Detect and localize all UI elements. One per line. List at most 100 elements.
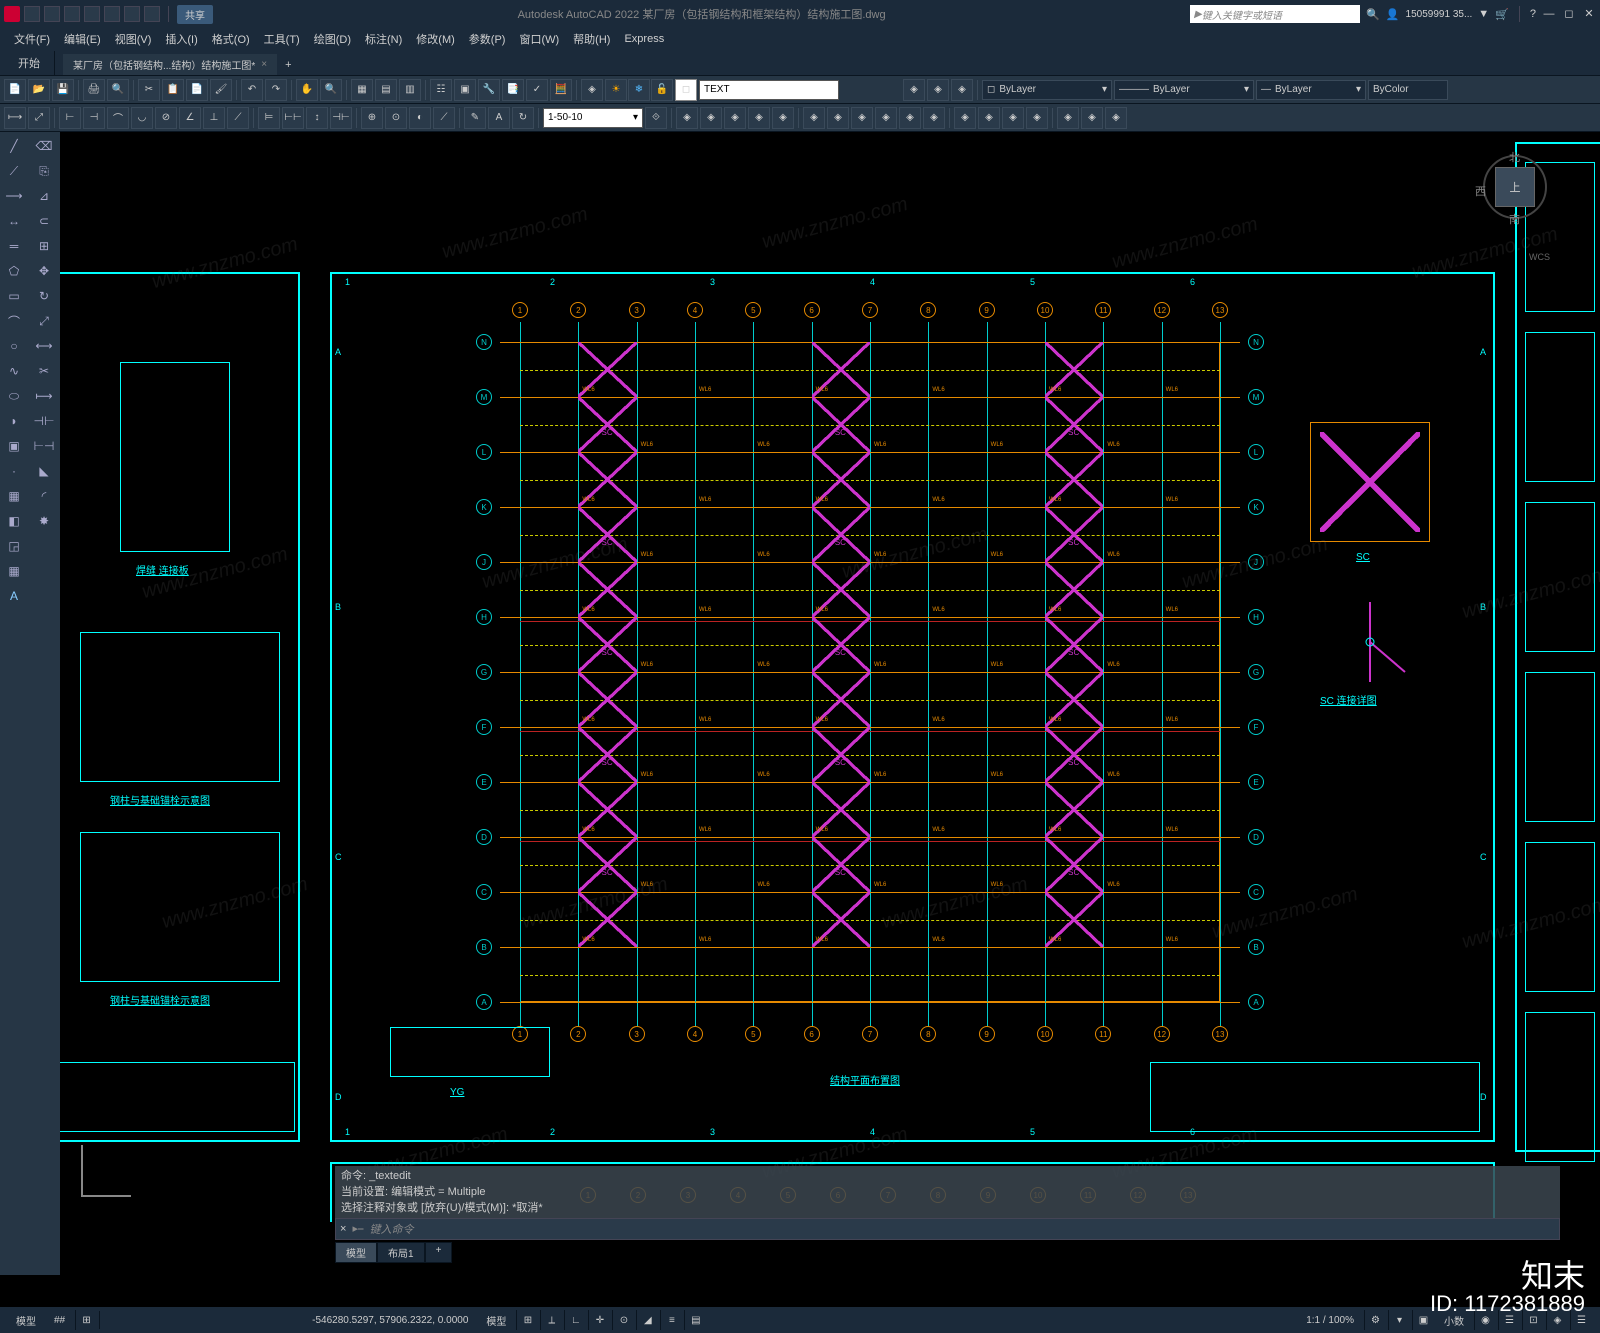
copy-icon[interactable]: ⎘ [32,159,56,183]
ex-12-icon[interactable]: ◈ [954,107,976,129]
stretch-icon[interactable]: ⟷ [32,334,56,358]
dim-i1-icon[interactable]: ⊢ [59,107,81,129]
tb-new-icon[interactable]: 📄 [4,79,26,101]
tb-redo-icon[interactable]: ↷ [265,79,287,101]
sb-snap-icon[interactable]: ⊞ [75,1310,97,1330]
linetype-dropdown[interactable]: ——— ByLayer▾ [1114,80,1254,100]
sb-gear-icon[interactable]: ⚙ [1364,1310,1386,1330]
tb-undo-icon[interactable]: ↶ [241,79,263,101]
tb-layer-icon[interactable]: ◈ [581,79,603,101]
table-icon[interactable]: ▦ [2,559,26,583]
dim-rad-icon[interactable]: ◡ [131,107,153,129]
layout-add[interactable]: + [425,1242,453,1263]
tb-lay3-icon[interactable]: ◈ [951,79,973,101]
point-icon[interactable]: · [2,459,26,483]
menu-modify[interactable]: 修改(M) [410,29,461,49]
dim-insp-icon[interactable]: ◐ [409,107,431,129]
ex-11-icon[interactable]: ◈ [923,107,945,129]
minimize-button[interactable]: — [1542,7,1556,21]
search-icon[interactable]: 🔍 [1366,8,1380,21]
dim-i2-icon[interactable]: ⊣ [83,107,105,129]
dim-s1-icon[interactable]: ⟐ [645,107,667,129]
tb-pan-icon[interactable]: ✋ [296,79,318,101]
tb-lock-icon[interactable]: 🔓 [651,79,673,101]
qat-save-icon[interactable] [64,6,80,22]
sb-i5-icon[interactable]: ⊙ [612,1310,634,1330]
qat-undo-icon[interactable] [124,6,140,22]
circle-icon[interactable]: ○ [2,334,26,358]
menu-view[interactable]: 视图(V) [109,29,158,49]
close-button[interactable]: ✕ [1582,7,1596,21]
polygon-icon[interactable]: ⬠ [2,259,26,283]
pline-icon[interactable]: ⟋ [2,159,26,183]
dim-spc-icon[interactable]: ↕ [306,107,328,129]
sb-i6-icon[interactable]: ◢ [636,1310,658,1330]
tb-zoom-icon[interactable]: 🔍 [320,79,342,101]
ex-4-icon[interactable]: ◈ [748,107,770,129]
file-tab[interactable]: 某厂房（包括钢结构...结构）结构施工图* × [63,54,277,75]
mirror-icon[interactable]: ⊿ [32,184,56,208]
sb-i2-icon[interactable]: ⟂ [540,1310,562,1330]
tb-open-icon[interactable]: 📂 [28,79,50,101]
line-icon[interactable]: ╱ [2,134,26,158]
tb-dc-icon[interactable]: ▣ [454,79,476,101]
layout-1[interactable]: 布局1 [377,1242,425,1263]
offset-icon[interactable]: ⊂ [32,209,56,233]
dim-upd-icon[interactable]: ↻ [512,107,534,129]
ex-6-icon[interactable]: ◈ [803,107,825,129]
trim-icon[interactable]: ✂ [32,359,56,383]
qat-saveas-icon[interactable] [84,6,100,22]
dimscale-input[interactable]: 1-50-10▾ [543,108,643,128]
sb-model-button[interactable]: 模型 [8,1311,44,1330]
ex-3-icon[interactable]: ◈ [724,107,746,129]
tb-prop-icon[interactable]: ☷ [430,79,452,101]
qat-redo-icon[interactable] [144,6,160,22]
command-input[interactable]: × ▸⎯ 键入命令 [335,1218,1560,1240]
ex-18-icon[interactable]: ◈ [1105,107,1127,129]
ex-2-icon[interactable]: ◈ [700,107,722,129]
qat-plot-icon[interactable] [104,6,120,22]
menu-format[interactable]: 格式(O) [206,29,256,49]
rect-icon[interactable]: ▭ [2,284,26,308]
array-icon[interactable]: ⊞ [32,234,56,258]
dim-base-icon[interactable]: ⊨ [258,107,280,129]
sb-i3-icon[interactable]: ∟ [564,1310,586,1330]
dim-arc-icon[interactable]: ⌒ [107,107,129,129]
hatch-icon[interactable]: ▦ [2,484,26,508]
explode-icon[interactable]: ✸ [32,509,56,533]
qat-new-icon[interactable] [24,6,40,22]
sb-grid-button[interactable]: ## [46,1313,73,1328]
tb-i3-icon[interactable]: ▥ [399,79,421,101]
join-icon[interactable]: ⊢⊣ [32,434,56,458]
ellipse-icon[interactable]: ⬭ [2,384,26,408]
cloud-icon[interactable]: ▼ [1478,8,1489,20]
menu-window[interactable]: 窗口(W) [513,29,565,49]
lineweight-dropdown[interactable]: — ByLayer▾ [1256,80,1366,100]
dim-jog-icon[interactable]: ⟋ [227,107,249,129]
dim-jog2-icon[interactable]: ⟋ [433,107,455,129]
menu-help[interactable]: 帮助(H) [567,29,616,49]
tb-sun-icon[interactable]: ☀ [605,79,627,101]
tab-close-icon[interactable]: × [261,59,267,70]
help-search-input[interactable]: ▶ 键入关键字或短语 [1190,5,1360,23]
block-icon[interactable]: ▣ [2,434,26,458]
dim-linear-icon[interactable]: ⟼ [4,107,26,129]
mline-icon[interactable]: ═ [2,234,26,258]
ex-10-icon[interactable]: ◈ [899,107,921,129]
menu-tools[interactable]: 工具(T) [258,29,306,49]
ex-9-icon[interactable]: ◈ [875,107,897,129]
move-icon[interactable]: ✥ [32,259,56,283]
break-icon[interactable]: ⊣⊢ [32,409,56,433]
menu-file[interactable]: 文件(F) [8,29,56,49]
tb-match-icon[interactable]: 🖌 [210,79,232,101]
dim-dia-icon[interactable]: ⊘ [155,107,177,129]
layout-model[interactable]: 模型 [335,1242,377,1263]
menu-insert[interactable]: 插入(I) [159,29,203,49]
sb-i7-icon[interactable]: ≡ [660,1310,682,1330]
plotstyle-dropdown[interactable]: ByColor [1368,80,1448,100]
sb-model-mode[interactable]: 模型 [478,1311,514,1330]
region-icon[interactable]: ◲ [2,534,26,558]
new-tab-button[interactable]: + [277,55,299,75]
dim-tedit-icon[interactable]: A [488,107,510,129]
ex-15-icon[interactable]: ◈ [1026,107,1048,129]
